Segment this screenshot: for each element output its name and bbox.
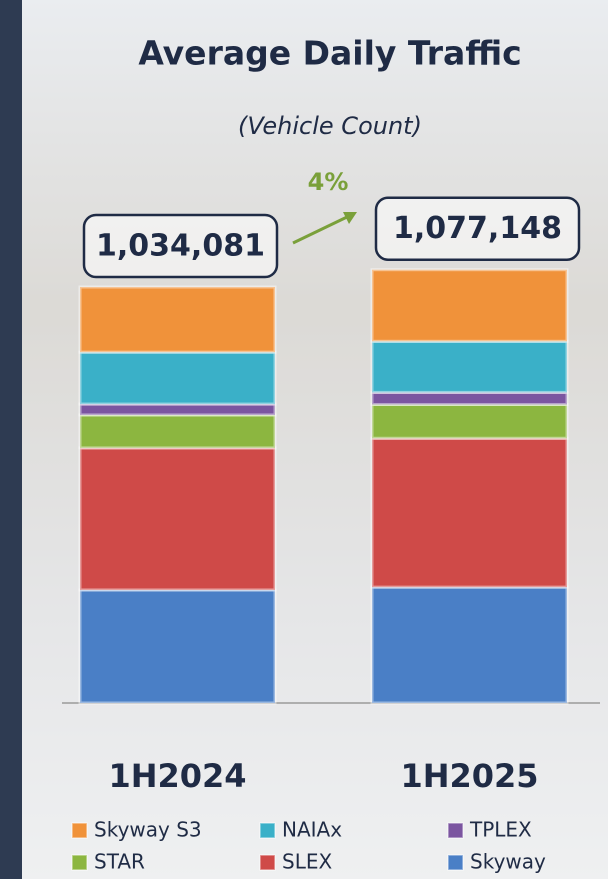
bar-segment [80,404,275,415]
bar-segment [80,448,275,590]
legend-label: TPLEX [469,818,532,842]
legend-swatch [260,823,275,838]
growth-label: 4% [308,168,349,196]
x-tick-label: 1H2025 [400,757,538,795]
legend-swatch [260,855,275,870]
left-frame [0,0,22,879]
legend-label: NAIAx [282,818,342,842]
bar-segment [372,404,567,438]
bar-segment [372,270,567,342]
chart-title: Average Daily Traffic [138,34,521,73]
chart: Average Daily Traffic (Vehicle Count) 4%… [0,0,608,879]
legend-swatch [448,823,463,838]
bar-segment [80,287,275,352]
bar-segment [372,587,567,703]
legend-label: Skyway [470,850,546,874]
total-label: 1,077,148 [393,211,562,246]
legend-swatch [448,855,463,870]
total-label: 1,034,081 [96,229,265,264]
bar-segment [80,352,275,404]
legend-swatch [72,855,87,870]
chart-subtitle: (Vehicle Count) [238,112,422,140]
legend-swatch [72,823,87,838]
x-tick-label: 1H2024 [108,757,246,795]
bar-segment [372,438,567,587]
legend-label: Skyway S3 [94,818,202,842]
bar-segment [80,415,275,448]
bar-segment [372,392,567,404]
bar-segment [80,590,275,703]
legend-label: STAR [94,850,145,874]
legend-label: SLEX [282,850,332,874]
bar-segment [372,341,567,392]
